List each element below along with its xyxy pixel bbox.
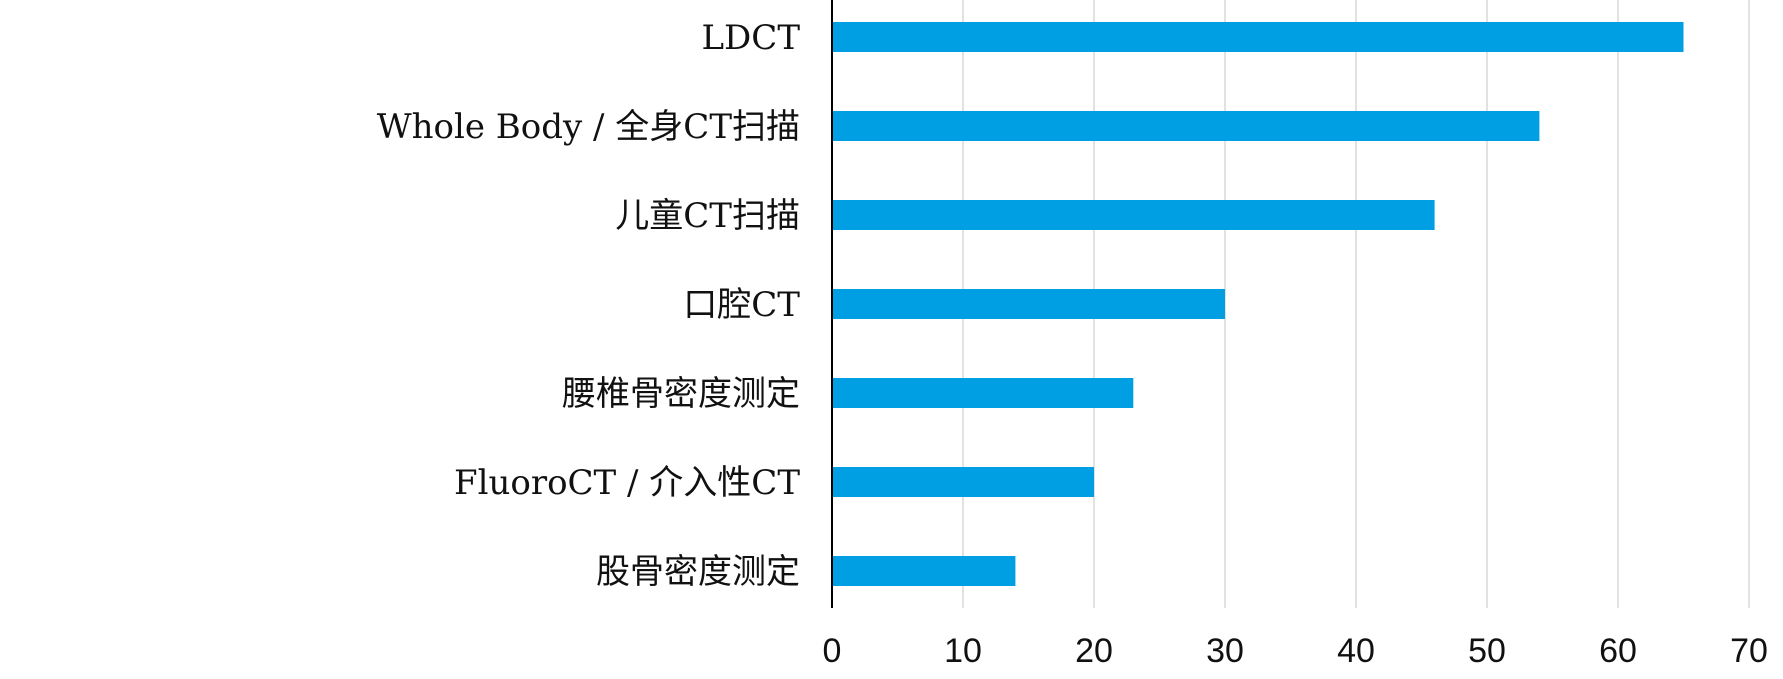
x-tick-label: 50 (1468, 632, 1506, 670)
x-tick-label: 30 (1206, 632, 1244, 670)
bar (832, 378, 1134, 408)
bar (832, 200, 1435, 230)
category-label: 儿童CT扫描 (615, 196, 800, 236)
bars (832, 22, 1684, 586)
category-label: Whole Body / 全身CT扫描 (377, 107, 800, 147)
x-tick-label: 20 (1075, 632, 1113, 670)
category-label: 股骨密度测定 (596, 552, 800, 592)
bar (832, 289, 1225, 319)
category-label: LDCT (701, 18, 800, 58)
bar (832, 111, 1540, 141)
bar (832, 22, 1684, 52)
category-label: 口腔CT (683, 285, 800, 325)
x-tick-label: 70 (1730, 632, 1768, 670)
category-label: FluoroCT / 介入性CT (454, 463, 800, 503)
x-tick-label: 0 (823, 632, 842, 670)
x-tick-label: 10 (944, 632, 982, 670)
category-label: 腰椎骨密度测定 (562, 374, 800, 414)
bar (832, 556, 1016, 586)
bar (832, 467, 1094, 497)
x-tick-labels: 0 10 20 30 40 50 60 70 (823, 632, 1768, 670)
x-tick-label: 40 (1337, 632, 1375, 670)
x-tick-label: 60 (1599, 632, 1637, 670)
